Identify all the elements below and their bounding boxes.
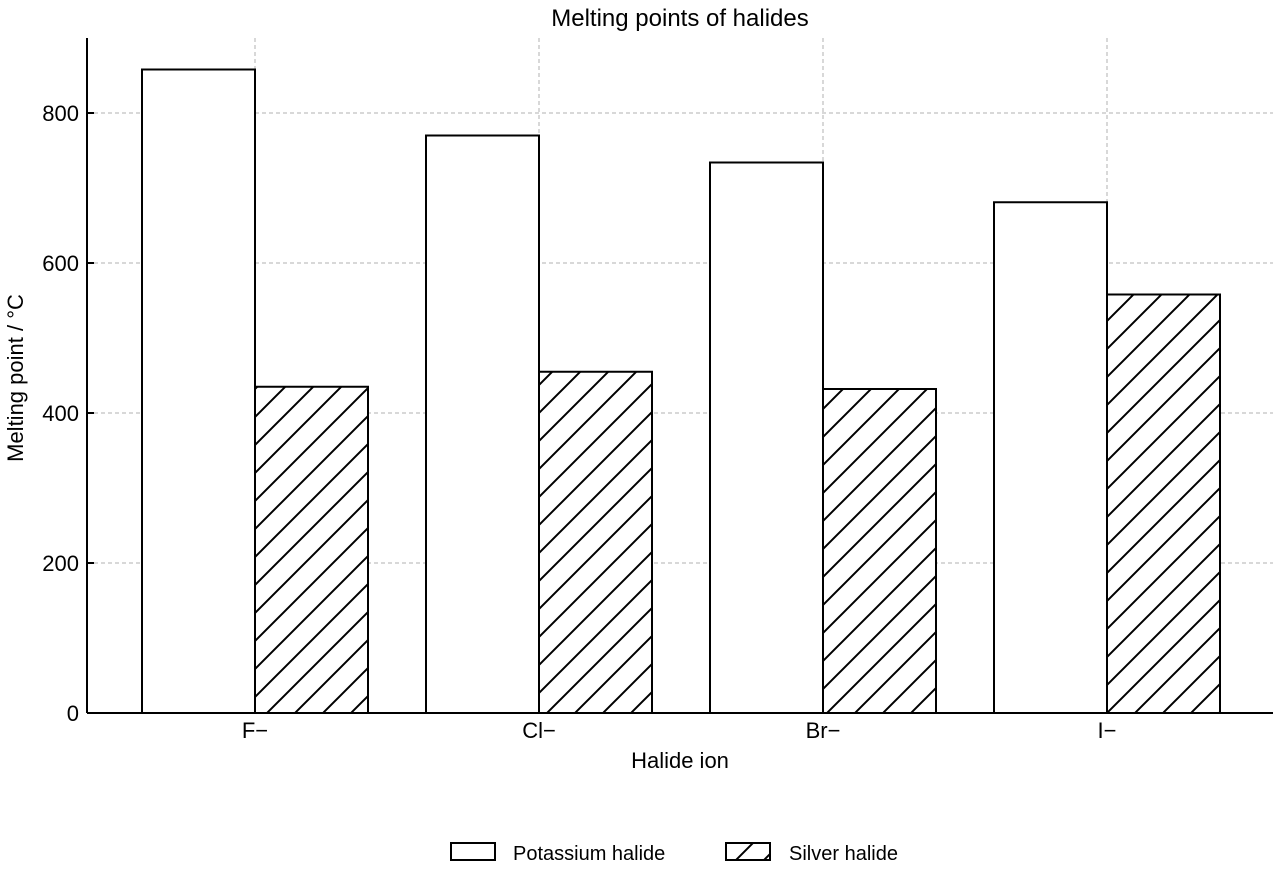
legend-label-potassium: Potassium halide: [513, 843, 665, 865]
y-tick-label: 200: [42, 551, 79, 576]
bar-potassium-3: [993, 201, 1108, 714]
bar-silver-1: [538, 370, 653, 714]
x-axis-label: Halide ion: [631, 748, 729, 773]
bar-silver-0: [254, 385, 369, 714]
x-tick-label: Cl−: [522, 718, 556, 743]
y-tick-label: 600: [42, 251, 79, 276]
y-axis-label: Melting point / °C: [3, 294, 28, 462]
y-tick-label: 400: [42, 401, 79, 426]
x-tick-label: Br−: [806, 718, 841, 743]
y-tick-label: 0: [67, 701, 79, 726]
y-tick-label: 800: [42, 101, 79, 126]
axes: 0 200 400 600 800 F− Cl− Br− I−: [42, 38, 1273, 743]
legend-label-silver: Silver halide: [789, 843, 898, 865]
bar-silver-3: [1106, 293, 1221, 714]
x-tick-label: I−: [1098, 718, 1117, 743]
bars: [141, 68, 1221, 714]
legend-swatch-silver: [725, 842, 771, 861]
bar-potassium-1: [425, 134, 540, 714]
bar-potassium-2: [709, 161, 824, 714]
legend: Potassium halide Silver halide: [450, 842, 898, 865]
chart-title: Melting points of halides: [551, 5, 808, 32]
legend-swatch-potassium: [450, 842, 496, 861]
bar-potassium-0: [141, 68, 256, 714]
x-tick-label: F−: [242, 718, 268, 743]
bar-silver-2: [822, 388, 937, 714]
